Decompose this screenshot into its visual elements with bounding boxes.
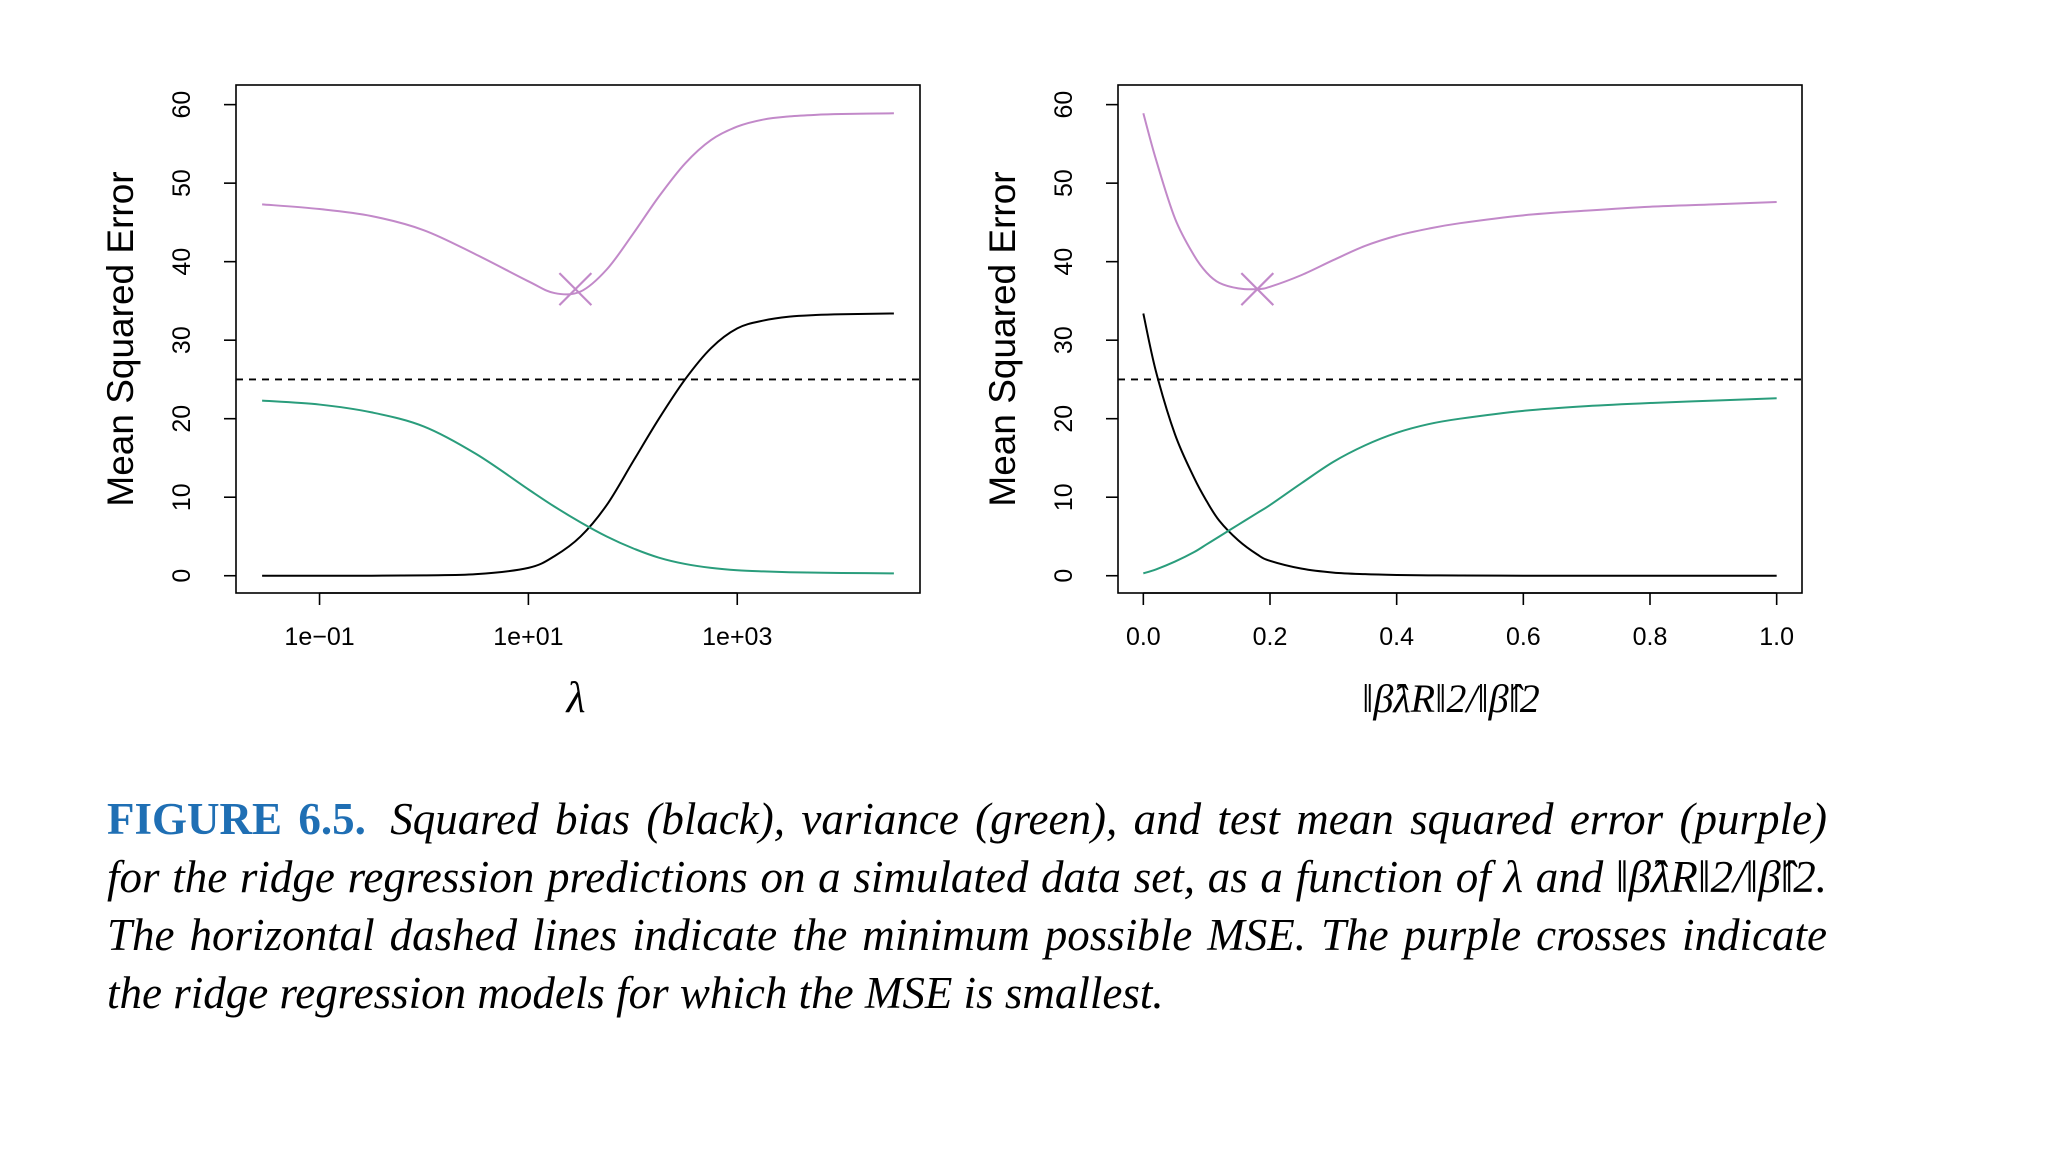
figure-label: FIGURE 6.5. (107, 794, 366, 844)
min-mse-cross-marker (558, 272, 593, 306)
bias-curve (1142, 313, 1777, 577)
x-tick-label: 1.0 (1759, 623, 1794, 651)
caption-text: Squared bias (black), variance (green), … (107, 794, 1828, 1018)
y-tick-label: 10 (168, 483, 196, 511)
x-tick-label: 0.4 (1379, 623, 1414, 651)
bias-curve (262, 312, 894, 577)
y-tick-label: 40 (168, 248, 196, 276)
mse-curve (1142, 113, 1777, 291)
x-tick-label: 1e+01 (493, 623, 563, 651)
panel-lambda: 0 10 20 30 40 50 60 1e−01 1e+01 1e+03 Mean Squar… (100, 84, 921, 722)
figure-caption: FIGURE 6.5. Squared bias (black), varian… (107, 790, 1827, 1022)
y-tick-label: 50 (1050, 169, 1078, 197)
x-axis-label-lambda: λ (564, 673, 585, 722)
y-tick-label: 50 (168, 169, 196, 197)
panel-norm-ratio: 0 10 20 30 40 50 60 0.0 0.2 0.4 0.6 0.8 1.0 Mean Sq… (982, 84, 1803, 721)
y-tick-label: 40 (1050, 248, 1078, 276)
plot-frame (235, 84, 921, 594)
cross-stroke (1240, 272, 1275, 306)
y-tick-label: 30 (1050, 326, 1078, 354)
mse-curve (262, 112, 894, 296)
min-mse-cross-marker (1240, 272, 1275, 306)
y-tick-label: 30 (168, 326, 196, 354)
x-tick-label: 0.2 (1253, 623, 1288, 651)
x-tick-label: 1e+03 (702, 623, 772, 651)
y-tick-label: 10 (1050, 483, 1078, 511)
y-tick-label: 0 (168, 569, 196, 583)
y-tick-label: 20 (1050, 405, 1078, 433)
plot-frame (1117, 84, 1803, 594)
x-tick-label: 0.6 (1506, 623, 1541, 651)
x-axis-label-norm-ratio: ‖β̂λR‖2/‖β̂‖2 (1362, 676, 1540, 721)
x-tick-label: 0.8 (1633, 623, 1668, 651)
x-tick-label: 0.0 (1126, 623, 1161, 651)
y-tick-label: 0 (1050, 569, 1078, 583)
y-tick-label: 60 (168, 91, 196, 119)
variance-curve (262, 399, 894, 575)
cross-stroke (558, 272, 593, 306)
x-tick-label: 1e−01 (284, 623, 354, 651)
y-tick-label: 20 (168, 405, 196, 433)
variance-curve (1143, 397, 1777, 575)
y-axis-label: Mean Squared Error (100, 171, 141, 506)
y-tick-label: 60 (1050, 91, 1078, 119)
y-axis-label: Mean Squared Error (982, 171, 1023, 506)
